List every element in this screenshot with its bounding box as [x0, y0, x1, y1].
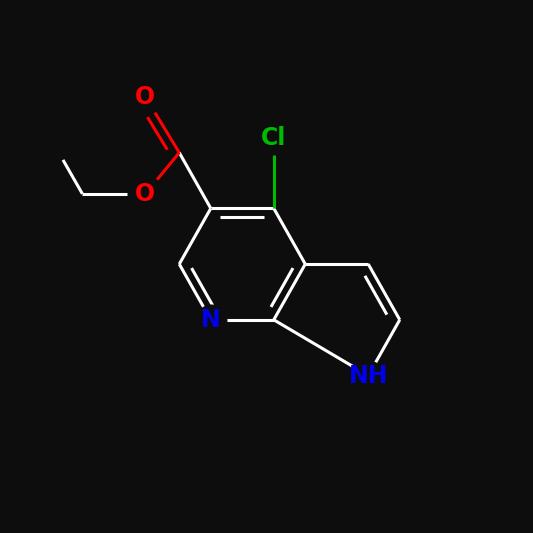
- Text: NH: NH: [349, 364, 388, 387]
- Text: Cl: Cl: [261, 126, 286, 150]
- Text: N: N: [201, 308, 221, 332]
- Text: O: O: [135, 182, 156, 206]
- Text: O: O: [135, 85, 156, 109]
